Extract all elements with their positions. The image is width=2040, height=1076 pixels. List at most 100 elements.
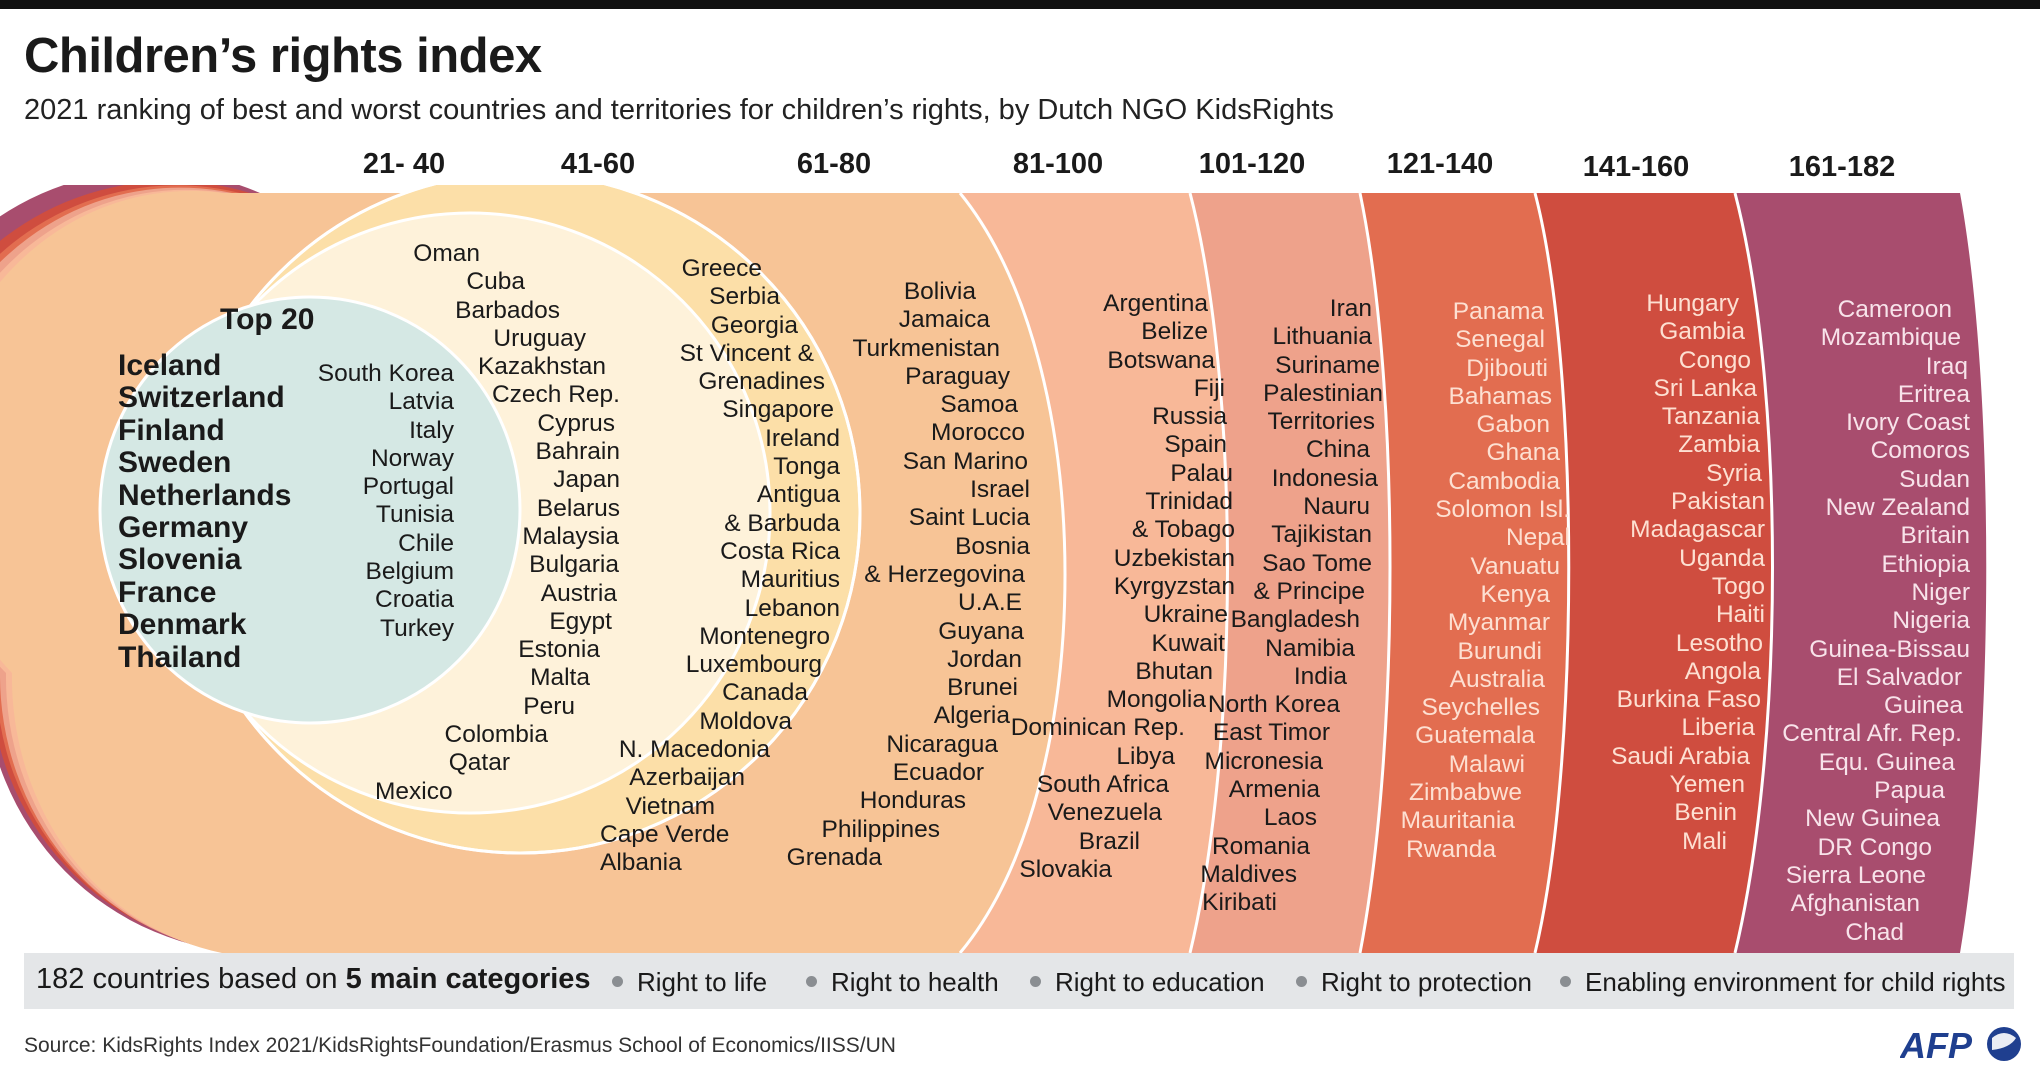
country: Mongolia <box>1106 686 1206 714</box>
country: Afghanistan <box>1790 890 1920 918</box>
country: Samoa <box>940 391 1018 419</box>
range-headers: 21- 40 41-60 61-80 81-100 101-120 121-14… <box>0 148 2040 188</box>
legend-summary: 182 countries based on 5 main categories <box>36 963 591 996</box>
country: Zambia <box>1678 431 1760 459</box>
country: Sierra Leone <box>1785 861 1926 889</box>
country: Malta <box>530 664 590 692</box>
country: Tanzania <box>1661 403 1760 431</box>
country: Uzbekistan <box>1113 544 1235 572</box>
top20-item: Netherlands <box>118 478 292 512</box>
country: & Barbuda <box>724 509 840 537</box>
country: Turkmenistan <box>852 334 1000 362</box>
country: Albania <box>600 849 682 877</box>
country: Bulgaria <box>529 551 619 579</box>
country: Cambodia <box>1448 467 1560 495</box>
country: Bosnia <box>955 532 1030 560</box>
group-61-80-list: Bolivia Jamaica Turkmenistan Paraguay Sa… <box>780 278 1030 872</box>
country: Luxembourg <box>685 651 822 679</box>
country: Ireland <box>765 424 840 452</box>
afp-logo: AFP <box>1900 1025 2021 1066</box>
country: Belize <box>1141 318 1208 346</box>
country: Angola <box>1684 657 1761 685</box>
country: Territories <box>1267 408 1375 436</box>
country: Comoros <box>1870 437 1970 465</box>
country: Honduras <box>859 787 966 815</box>
country: Laos <box>1263 804 1317 832</box>
country: Grenadines <box>698 368 825 396</box>
country: Burundi <box>1457 637 1542 665</box>
country: Gabon <box>1476 411 1550 439</box>
top20-other-item: South Korea <box>317 360 454 387</box>
country: Bangladesh <box>1230 606 1360 634</box>
country: Romania <box>1211 832 1310 860</box>
country: Chad <box>1845 918 1904 946</box>
country: Lebanon <box>744 594 840 622</box>
top20-heading: Top 20 <box>220 303 315 336</box>
country: India <box>1293 662 1347 690</box>
country: Colombia <box>444 721 549 749</box>
country: & Principe <box>1253 577 1365 605</box>
country: Vietnam <box>625 792 715 820</box>
country: Ukraine <box>1143 601 1228 629</box>
group-121-140-list: Panama Senegal Djibouti Bahamas Gabon Gh… <box>1390 298 1570 864</box>
country: Yemen <box>1669 771 1745 799</box>
country: Malawi <box>1448 750 1525 778</box>
country: Eritrea <box>1897 380 1970 408</box>
country: DR Congo <box>1817 833 1932 861</box>
legend-item-label: Right to education <box>1055 967 1265 997</box>
country: Bolivia <box>903 278 976 305</box>
country: Indonesia <box>1271 464 1378 492</box>
country: New Guinea <box>1805 805 1940 833</box>
country: Namibia <box>1265 634 1355 662</box>
legend-item-health: Right to health <box>806 967 999 998</box>
country: Tonga <box>773 453 840 481</box>
top20-item: Denmark <box>118 608 247 642</box>
country: Central Afr. Rep. <box>1782 720 1962 748</box>
top20-item: Slovenia <box>118 543 242 577</box>
country: Bhutan <box>1135 657 1213 685</box>
country: Seychelles <box>1421 694 1540 722</box>
country: El Salvador <box>1836 663 1962 691</box>
country: China <box>1305 436 1370 464</box>
country: Montenegro <box>699 622 830 650</box>
country: St Vincent & <box>679 339 814 367</box>
group-41-60-list: Greece Serbia Georgia St Vincent & Grena… <box>600 255 840 878</box>
top20-item: Thailand <box>118 640 242 674</box>
country: Japan <box>553 466 620 494</box>
country: Nigeria <box>1892 607 1970 635</box>
country: Trinidad <box>1145 488 1233 516</box>
country: Brazil <box>1078 827 1140 855</box>
country: Congo <box>1678 346 1751 374</box>
country: Suriname <box>1275 351 1380 379</box>
country: Britain <box>1900 522 1970 550</box>
country: Syria <box>1706 459 1762 487</box>
country: Brunei <box>947 674 1018 702</box>
range-81-100: 81-100 <box>1012 148 1104 180</box>
country: Oman <box>413 240 480 267</box>
country: Myanmar <box>1447 609 1550 637</box>
country: Costa Rica <box>720 537 840 565</box>
country: Antigua <box>756 481 840 509</box>
country: Benin <box>1674 799 1737 827</box>
country: Ethiopia <box>1881 550 1970 578</box>
top20-other-item: Chile <box>398 529 454 557</box>
country: Ghana <box>1486 439 1560 467</box>
country: Guinea-Bissau <box>1809 635 1970 663</box>
bullet-icon <box>1296 975 1307 987</box>
country: Tajikistan <box>1271 521 1372 549</box>
range-41-60: 41-60 <box>560 148 636 180</box>
country: & Herzegovina <box>864 560 1025 588</box>
group-21-40-list: Oman Cuba Barbados Uruguay Kazakhstan Cz… <box>375 240 620 806</box>
country: Pakistan <box>1671 488 1765 516</box>
legend-emphasis: 5 main categories <box>345 963 591 995</box>
country: Sri Lanka <box>1653 374 1757 402</box>
group-141-160-list: Hungary Gambia Congo Sri Lanka Tanzania … <box>1580 290 1765 856</box>
top20-item: France <box>118 575 217 609</box>
top20-other-item: Turkey <box>380 614 454 642</box>
country: Hungary <box>1646 290 1739 317</box>
legend-count-text: 182 countries based on <box>36 963 346 995</box>
top20-others-list: South Korea Latvia Italy Norway Portugal… <box>316 360 454 643</box>
separator-3 <box>1358 192 1392 953</box>
separator-5 <box>958 192 1067 953</box>
group-161-182-list: Cameroon Mozambique Iraq Eritrea Ivory C… <box>1780 296 1970 947</box>
